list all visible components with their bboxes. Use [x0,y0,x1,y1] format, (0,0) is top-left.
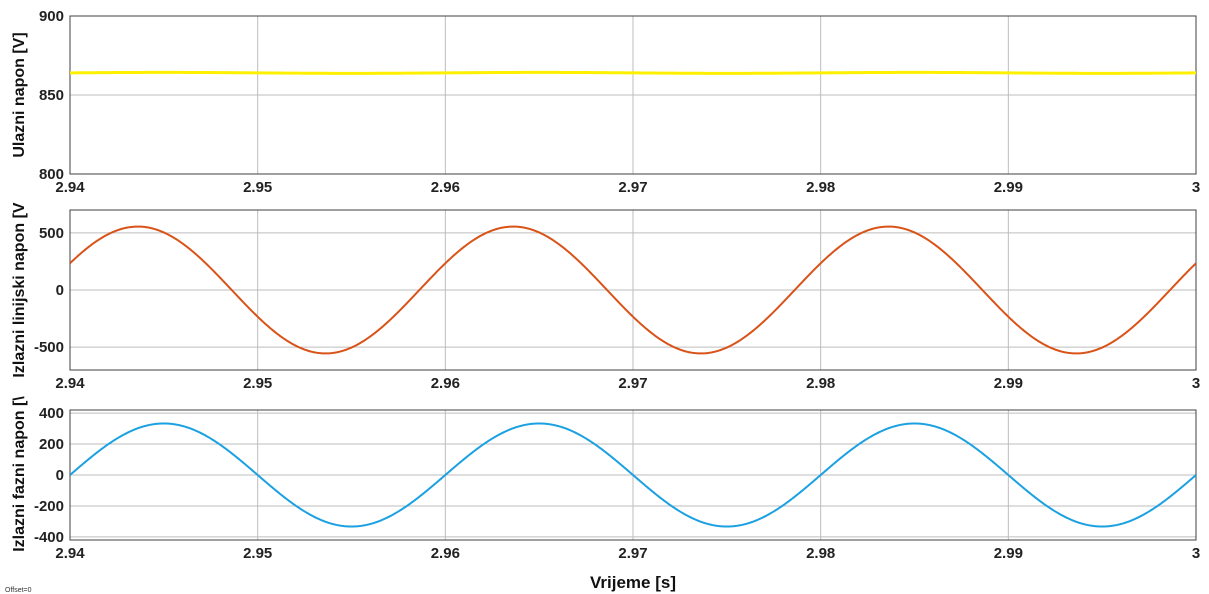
axes-phase-voltage: 2.94 2.95 2.96 2.97 2.98 2.99 3 -400 -200 0 200 400… [11,396,1200,562]
x-tick-label: 2.98 [806,179,835,196]
axes-line-voltage: 2.94 2.95 2.96 2.97 2.98 2.99 3 -500 0 500 Izlazni… [11,202,1200,392]
x-tick-label: 2.95 [243,179,272,196]
y-tick-label: 400 [39,405,64,422]
x-axis-label: Vrijeme [s] [590,573,676,592]
y-tick-label: 850 [39,87,64,104]
x-tick-label: 2.97 [618,375,647,392]
x-tick-label: 3 [1192,375,1200,392]
x-tick-label: 2.96 [431,545,460,562]
axes-frame [69,209,1197,371]
x-tick-label: 2.99 [994,179,1023,196]
y-axis-label: Izlazni fazni napon [\ [11,396,28,552]
axes-frame [69,15,1197,175]
y-tick-label: 200 [39,436,64,453]
y-axis-label: Izlazni linijski napon [V [11,202,28,377]
x-tick-label: 2.98 [806,375,835,392]
y-tick-label: -400 [34,529,64,546]
x-tick-label: 2.95 [243,375,272,392]
x-tick-label: 2.94 [55,179,85,196]
x-tick-label: 2.99 [994,545,1023,562]
x-tick-label: 2.99 [994,375,1023,392]
y-axis-label: Ulazni napon [V] [11,32,28,157]
offset-note: Offset=0 [5,587,32,594]
y-tick-label: 0 [56,282,64,299]
y-tick-label: 500 [39,225,64,242]
axes-input-voltage: 2.94 2.95 2.96 2.97 2.98 2.99 3 800 850 900 Ulazni… [11,8,1200,196]
x-tick-label: 2.94 [55,375,85,392]
x-tick-label: 2.97 [618,179,647,196]
y-tick-label: 900 [39,8,64,25]
series-line [70,225,1196,355]
x-tick-label: 2.94 [55,545,85,562]
x-tick-label: 3 [1192,179,1200,196]
x-tick-label: 2.96 [431,179,460,196]
x-tick-label: 2.98 [806,545,835,562]
series-line [70,70,1196,75]
y-tick-label: 0 [56,467,64,484]
y-tick-label: -200 [34,498,64,515]
x-tick-label: 3 [1192,545,1200,562]
y-tick-label: 800 [39,166,64,183]
x-tick-label: 2.95 [243,545,272,562]
x-tick-label: 2.97 [618,545,647,562]
x-tick-label: 2.96 [431,375,460,392]
y-tick-label: -500 [34,339,64,356]
series-line [70,422,1196,528]
